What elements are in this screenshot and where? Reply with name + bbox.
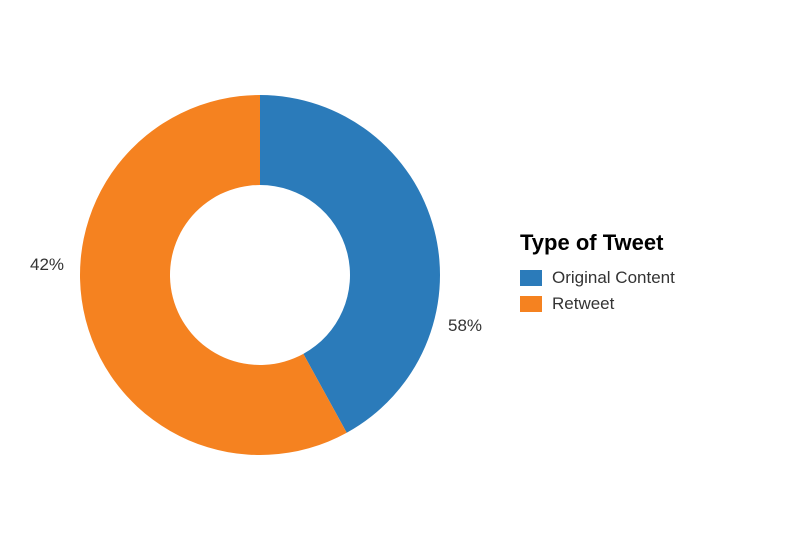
legend-item-0: Original Content [520,268,798,288]
legend-area: Type of Tweet Original Content Retweet [480,230,798,320]
legend-item-1: Retweet [520,294,798,314]
donut-chart-svg [0,0,480,550]
legend-items: Original Content Retweet [520,268,798,314]
legend-title: Type of Tweet [520,230,798,256]
legend-label-0: Original Content [552,268,675,288]
legend-swatch-0 [520,270,542,286]
pct-label-0: 42% [30,255,64,275]
legend-label-1: Retweet [552,294,614,314]
pct-label-1: 58% [448,316,482,336]
chart-container: 42% 58% Type of Tweet Original Content Ret… [0,0,798,550]
donut-chart-area: 42% 58% [0,0,480,550]
legend-swatch-1 [520,296,542,312]
